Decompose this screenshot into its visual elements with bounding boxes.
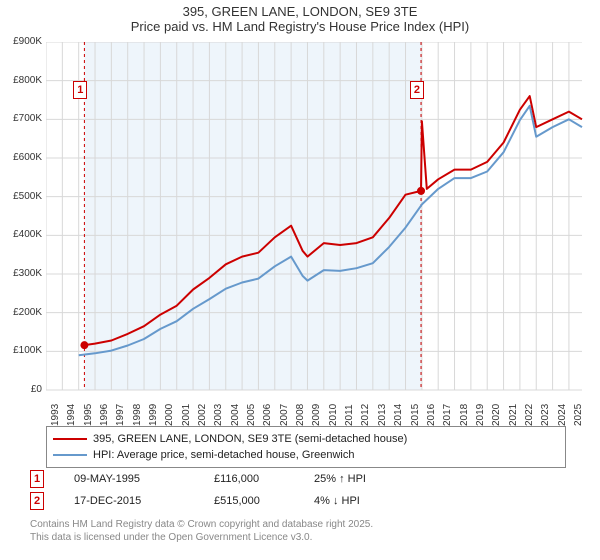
- x-tick-label: 2011: [344, 404, 355, 426]
- chart-plot-area: £0£100K£200K£300K£400K£500K£600K£700K£80…: [46, 42, 590, 390]
- chart-title: 395, GREEN LANE, LONDON, SE9 3TE Price p…: [0, 0, 600, 34]
- sales-table: 1 09-MAY-1995 £116,000 25% ↑ HPI 2 17-DE…: [30, 468, 434, 512]
- attribution-line: This data is licensed under the Open Gov…: [30, 531, 373, 544]
- x-tick-label: 2004: [230, 404, 241, 426]
- x-tick-label: 2003: [213, 404, 224, 426]
- y-tick-label: £400K: [13, 229, 42, 240]
- y-tick-label: £900K: [13, 36, 42, 47]
- legend-swatch: [53, 454, 87, 457]
- sale-date: 17-DEC-2015: [74, 495, 214, 507]
- y-tick-label: £100K: [13, 345, 42, 356]
- x-tick-label: 2014: [393, 404, 404, 426]
- x-tick-label: 1995: [83, 404, 94, 426]
- sale-price: £116,000: [214, 473, 314, 485]
- x-tick-label: 2001: [181, 404, 192, 426]
- x-tick-label: 2019: [475, 404, 486, 426]
- x-tick-label: 2008: [295, 404, 306, 426]
- x-tick-label: 2012: [360, 404, 371, 426]
- x-tick-label: 2007: [279, 404, 290, 426]
- x-tick-label: 2022: [524, 404, 535, 426]
- x-tick-label: 2023: [540, 404, 551, 426]
- x-tick-label: 1994: [66, 404, 77, 426]
- x-tick-label: 2025: [573, 404, 584, 426]
- x-tick-label: 1993: [50, 404, 61, 426]
- y-tick-label: £0: [31, 384, 42, 395]
- x-tick-label: 1998: [132, 404, 143, 426]
- y-tick-label: £300K: [13, 268, 42, 279]
- y-tick-label: £200K: [13, 307, 42, 318]
- x-tick-label: 1997: [115, 404, 126, 426]
- attribution: Contains HM Land Registry data © Crown c…: [30, 518, 373, 544]
- sale-marker-badge: 2: [410, 81, 424, 99]
- sale-marker-badge: 2: [30, 492, 44, 510]
- y-tick-label: £500K: [13, 191, 42, 202]
- sale-row: 2 17-DEC-2015 £515,000 4% ↓ HPI: [30, 490, 434, 512]
- x-tick-label: 2017: [442, 404, 453, 426]
- y-tick-label: £700K: [13, 113, 42, 124]
- sale-date: 09-MAY-1995: [74, 473, 214, 485]
- x-tick-label: 2009: [311, 404, 322, 426]
- chart-svg: [46, 42, 590, 432]
- x-tick-label: 2015: [410, 404, 421, 426]
- legend-item: 395, GREEN LANE, LONDON, SE9 3TE (semi-d…: [53, 431, 559, 447]
- x-tick-label: 2024: [557, 404, 568, 426]
- attribution-line: Contains HM Land Registry data © Crown c…: [30, 518, 373, 531]
- x-tick-label: 2020: [491, 404, 502, 426]
- x-tick-label: 2021: [508, 404, 519, 426]
- sale-price: £515,000: [214, 495, 314, 507]
- x-tick-label: 2010: [328, 404, 339, 426]
- x-tick-label: 2005: [246, 404, 257, 426]
- legend-label: 395, GREEN LANE, LONDON, SE9 3TE (semi-d…: [93, 433, 407, 445]
- x-tick-label: 1996: [99, 404, 110, 426]
- sale-delta: 4% ↓ HPI: [314, 495, 434, 507]
- sale-marker-badge: 1: [30, 470, 44, 488]
- x-tick-label: 1999: [148, 404, 159, 426]
- x-tick-label: 2006: [262, 404, 273, 426]
- x-tick-label: 2013: [377, 404, 388, 426]
- sale-delta: 25% ↑ HPI: [314, 473, 434, 485]
- title-line2: Price paid vs. HM Land Registry's House …: [0, 19, 600, 34]
- y-tick-label: £800K: [13, 75, 42, 86]
- x-tick-label: 2018: [459, 404, 470, 426]
- x-tick-label: 2000: [164, 404, 175, 426]
- x-tick-label: 2016: [426, 404, 437, 426]
- sale-row: 1 09-MAY-1995 £116,000 25% ↑ HPI: [30, 468, 434, 490]
- legend-item: HPI: Average price, semi-detached house,…: [53, 447, 559, 463]
- x-tick-label: 2002: [197, 404, 208, 426]
- title-line1: 395, GREEN LANE, LONDON, SE9 3TE: [0, 4, 600, 19]
- legend-label: HPI: Average price, semi-detached house,…: [93, 449, 355, 461]
- y-tick-label: £600K: [13, 152, 42, 163]
- chart-legend: 395, GREEN LANE, LONDON, SE9 3TE (semi-d…: [46, 426, 566, 468]
- legend-swatch: [53, 438, 87, 441]
- sale-marker-badge: 1: [73, 81, 87, 99]
